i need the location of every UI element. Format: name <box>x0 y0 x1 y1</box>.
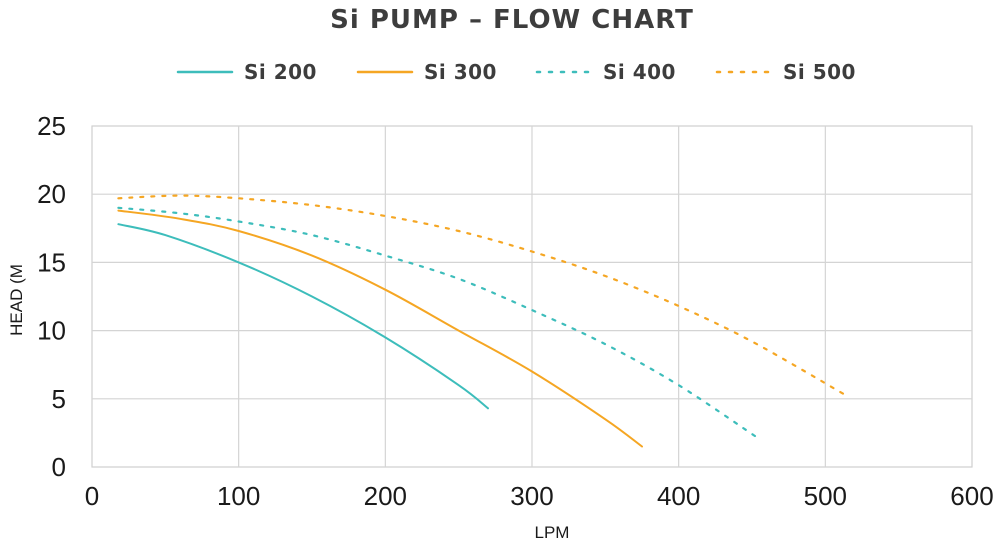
x-tick-label: 600 <box>950 481 993 511</box>
y-tick-label: 5 <box>52 384 66 414</box>
legend-label: Si 500 <box>783 60 856 84</box>
legend-item-si-300: Si 300 <box>356 60 497 84</box>
tick-labels: 0 100 200 300 400 500 600 0 5 10 15 20 25 <box>37 111 994 511</box>
x-axis-label: LPM <box>535 523 570 542</box>
series-line-si-400 <box>117 206 758 439</box>
x-tick-label: 0 <box>85 481 99 511</box>
legend-item-si-400: Si 400 <box>535 60 676 84</box>
x-tick-label: 400 <box>657 481 700 511</box>
x-tick-label: 100 <box>217 481 260 511</box>
legend-item-si-200: Si 200 <box>176 60 317 84</box>
chart-title: Si PUMP – FLOW CHART <box>330 5 694 35</box>
y-tick-label: 25 <box>37 111 66 141</box>
y-tick-label: 20 <box>37 179 66 209</box>
x-tick-label: 500 <box>804 481 847 511</box>
legend-label: Si 300 <box>424 60 497 84</box>
legend: Si 200 Si 300 Si 400 Si 500 <box>176 60 856 84</box>
x-tick-label: 300 <box>510 481 553 511</box>
series-line-si-500 <box>117 194 849 398</box>
legend-label: Si 400 <box>603 60 676 84</box>
legend-item-si-500: Si 500 <box>715 60 856 84</box>
grid <box>91 125 973 468</box>
series-line-si-200 <box>117 223 489 410</box>
series-line-si-300 <box>117 209 643 448</box>
x-tick-label: 200 <box>364 481 407 511</box>
y-tick-label: 0 <box>52 452 66 482</box>
series-layer <box>117 194 849 448</box>
y-tick-label: 15 <box>37 247 66 277</box>
y-tick-label: 10 <box>37 316 66 346</box>
legend-label: Si 200 <box>244 60 317 84</box>
y-axis-label: HEAD (M <box>7 264 26 336</box>
